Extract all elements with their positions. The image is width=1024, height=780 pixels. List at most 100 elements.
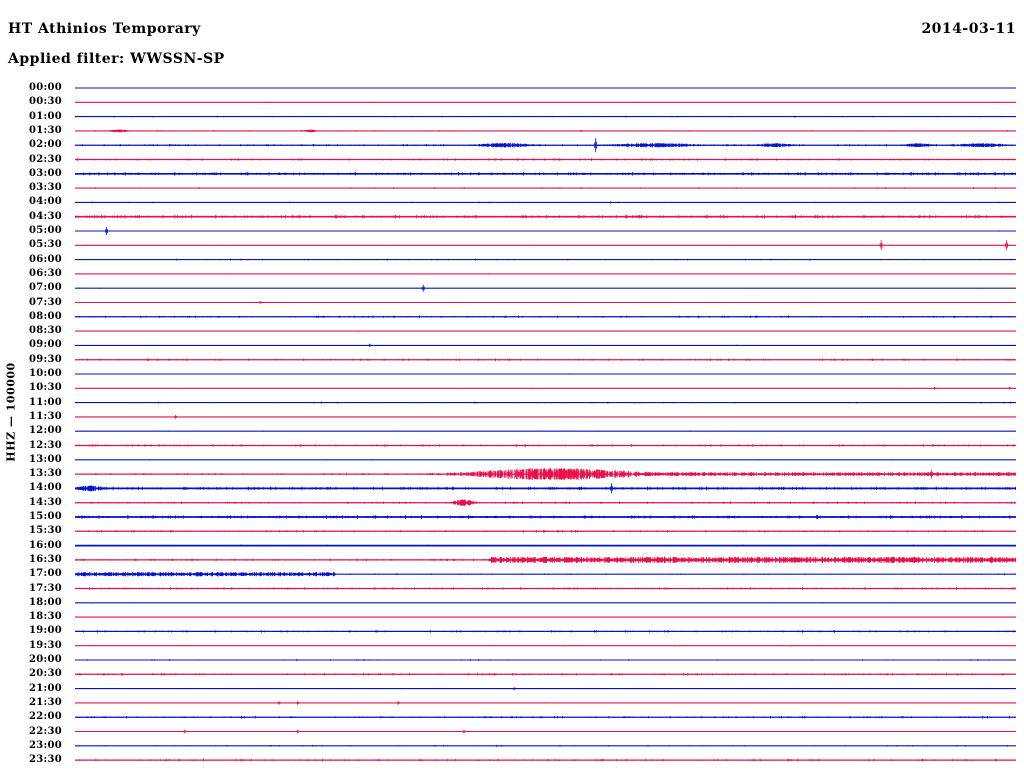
trace-11:00 [75,401,1016,404]
trace-15:00 [75,515,1016,519]
trace-time-label: 07:30 [28,296,62,308]
trace-07:00 [75,284,1016,292]
trace-time-label: 09:00 [28,339,62,351]
trace-time-label: 02:30 [28,153,62,165]
trace-06:00 [75,258,1016,261]
trace-time-label: 01:30 [28,124,62,136]
trace-time-label: 02:00 [28,139,62,151]
trace-15:30 [75,529,1016,533]
channel-scale-label: HHZ — 100000 [4,362,18,462]
trace-20:00 [75,658,1016,662]
trace-time-label: 16:00 [28,539,62,551]
trace-time-label: 03:00 [28,167,62,179]
trace-time-label: 11:30 [28,410,62,422]
trace-12:00 [75,430,1016,432]
trace-01:00 [75,115,1016,118]
trace-time-label: 07:00 [28,282,62,294]
trace-23:00 [75,744,1016,747]
trace-time-label: 00:00 [28,82,62,93]
trace-05:30 [75,240,1016,251]
trace-time-label: 15:00 [28,511,62,522]
trace-17:00 [75,572,1016,577]
trace-09:00 [75,343,1016,347]
trace-time-label: 13:00 [28,453,62,465]
trace-time-label: 05:30 [28,239,62,251]
trace-time-label: 14:30 [28,496,62,508]
trace-09:30 [75,358,1016,362]
trace-07:30 [75,300,1016,305]
trace-19:30 [75,645,1016,647]
trace-06:30 [75,273,1016,275]
trace-time-label: 17:30 [28,582,62,594]
trace-11:30 [75,414,1016,419]
trace-03:30 [75,187,1016,190]
trace-time-label: 17:00 [28,568,62,580]
trace-16:00 [75,544,1016,547]
trace-time-label: 23:30 [28,754,62,766]
trace-time-label: 15:30 [28,525,62,537]
trace-time-label: 04:30 [28,210,62,222]
trace-time-label: 20:00 [28,654,62,665]
trace-time-label: 11:00 [28,396,62,408]
trace-12:30 [75,444,1016,447]
trace-04:30 [75,214,1016,219]
station-title: HT Athinios Temporary [8,21,201,37]
trace-20:30 [75,672,1016,676]
trace-00:00 [75,87,1016,89]
trace-19:00 [75,629,1016,633]
trace-time-label: 00:30 [28,96,62,108]
trace-01:30 [75,129,1016,133]
trace-time-label: 22:30 [28,725,62,737]
trace-time-label: 10:00 [28,368,62,379]
trace-10:00 [75,373,1016,375]
trace-time-label: 09:30 [28,353,62,365]
trace-time-label: 19:00 [28,625,62,637]
trace-time-label: 04:00 [28,196,62,208]
trace-time-label: 20:30 [28,668,62,680]
trace-04:00 [75,201,1016,204]
trace-13:00 [75,459,1016,461]
trace-time-label: 03:30 [28,182,62,194]
trace-03:00 [75,171,1016,176]
trace-14:00 [75,483,1016,494]
trace-23:30 [75,758,1016,762]
trace-time-label: 14:00 [28,482,62,494]
trace-14:30 [75,499,1016,507]
trace-time-label: 18:00 [28,596,62,608]
trace-05:00 [75,227,1016,235]
trace-22:30 [75,729,1016,734]
trace-time-label: 08:00 [28,310,62,322]
trace-time-label: 21:30 [28,696,62,708]
trace-time-label: 22:00 [28,711,62,723]
trace-02:00 [75,138,1016,153]
trace-time-label: 23:00 [28,739,62,751]
trace-10:30 [75,386,1016,390]
trace-16:30 [75,556,1016,564]
trace-18:30 [75,616,1016,618]
trace-time-label: 16:30 [28,553,62,565]
trace-time-label: 21:00 [28,682,62,694]
trace-time-label: 05:00 [28,225,62,236]
date-label: 2014-03-11 [921,21,1016,37]
trace-time-label: 06:00 [28,253,62,265]
trace-18:00 [75,602,1016,604]
trace-13:30 [75,468,1016,481]
trace-00:30 [75,101,1016,103]
seismogram-plot [75,87,1016,762]
trace-time-label: 08:30 [28,325,62,337]
applied-filter-label: Applied filter: WWSSN-SP [8,51,225,67]
trace-17:30 [75,587,1016,590]
trace-21:00 [75,687,1016,691]
trace-time-label: 12:30 [28,439,62,451]
trace-time-label: 06:30 [28,267,62,279]
trace-time-label: 01:00 [28,110,62,122]
trace-time-label: 10:30 [28,382,62,394]
trace-time-label: 13:30 [28,468,62,480]
trace-08:00 [75,315,1016,319]
trace-time-label: 19:30 [28,639,62,651]
trace-time-label: 12:00 [28,425,62,437]
trace-08:30 [75,330,1016,332]
trace-time-label: 18:30 [28,611,62,623]
trace-21:30 [75,700,1016,705]
